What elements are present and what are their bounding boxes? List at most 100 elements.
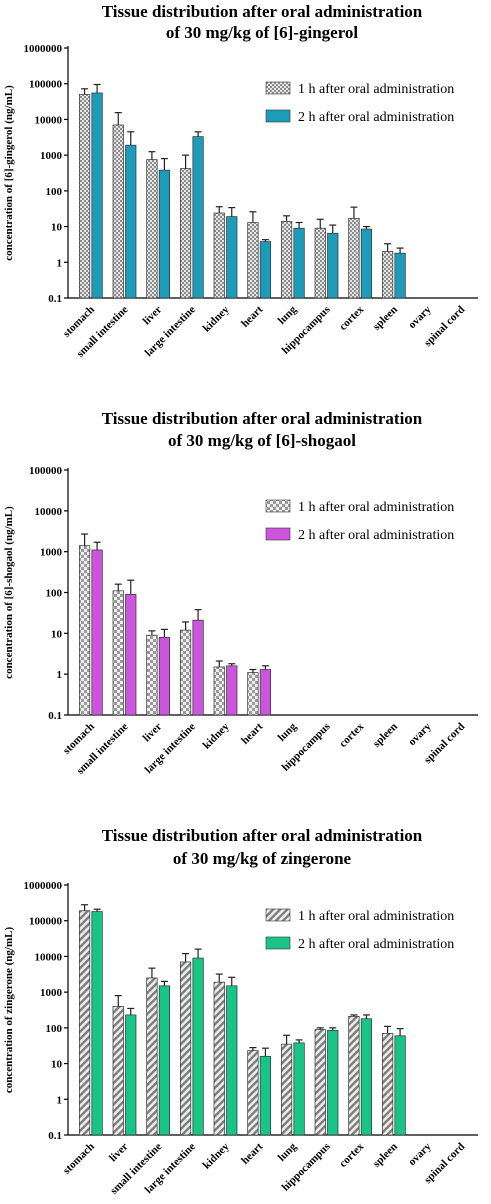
bar-small-intestine-series-2 [158, 985, 171, 1136]
x-tick-label: heart [239, 720, 265, 746]
bar-large-intestine-series-1 [179, 961, 192, 1136]
bar-cortex-series-1 [348, 217, 360, 299]
bar-heart-series-2 [259, 669, 272, 716]
bar-cortex-series-2 [360, 228, 373, 299]
bar-small-intestine-series-1 [146, 977, 158, 1136]
y-tick-label: 0.1 [48, 1130, 62, 1142]
legend-label-series-2: 2 h after oral administration [298, 937, 454, 952]
bar-small-intestine-series-1 [112, 124, 124, 299]
x-tick-label: kidney [201, 1140, 232, 1171]
bar-liver-series-2 [125, 1014, 137, 1136]
y-tick-label: 100000 [29, 916, 63, 928]
legend-label-series-2: 2 h after oral administration [298, 528, 454, 543]
bar-kidney-series-1 [213, 212, 225, 299]
bar-stomach-series-2 [91, 911, 103, 1136]
bar-kidney-series-2 [226, 665, 238, 716]
bar-stomach-series-2 [91, 92, 103, 299]
chart-panel-2: Tissue distribution after oral administr… [3, 409, 478, 777]
x-tick-label: spleen [371, 721, 400, 750]
y-tick-label: 100 [46, 588, 63, 600]
y-tick-label: 0.1 [48, 293, 62, 305]
legend-swatch-series-2 [265, 527, 291, 541]
bar-heart-series-1 [247, 1050, 259, 1136]
bar-large-intestine-series-2 [192, 136, 204, 299]
chart-title-line: of 30 mg/kg of [6]-gingerol [166, 23, 359, 42]
legend-swatch-series-1 [265, 499, 291, 513]
y-tick-label: 1000 [40, 547, 63, 559]
y-tick-label: 10000 [35, 951, 63, 963]
bar-spleen-series-1 [381, 1033, 394, 1136]
y-tick-label: 10000 [35, 114, 63, 126]
bar-small-intestine-series-2 [125, 594, 137, 716]
x-tick-label: heart [239, 303, 265, 329]
bar-stomach-series-2 [91, 549, 103, 716]
bar-spleen-series-2 [394, 1035, 406, 1136]
y-tick-label: 10 [51, 1059, 63, 1071]
bar-spleen-series-1 [381, 251, 394, 299]
legend-label-series-1: 1 h after oral administration [298, 82, 454, 97]
x-tick-label: spleen [371, 1141, 400, 1170]
x-tick-label: kidney [201, 303, 232, 334]
bar-kidney-series-1 [213, 666, 225, 716]
chart-title-line: Tissue distribution after oral administr… [102, 2, 423, 21]
bar-liver-series-1 [112, 1006, 124, 1136]
legend-label-series-1: 1 h after oral administration [298, 909, 454, 924]
y-tick-label: 1 [57, 1094, 63, 1106]
bar-stomach-series-1 [78, 910, 91, 1136]
legend-swatch-series-1 [265, 908, 291, 922]
bar-hippocampus-series-1 [314, 1029, 326, 1136]
bar-lung-series-2 [293, 227, 305, 299]
bar-liver-series-1 [146, 634, 158, 716]
y-tick-label: 10 [51, 628, 63, 640]
y-axis-label: concentration of zingerone (ng/mL) [3, 927, 15, 1094]
x-tick-label: liver [141, 304, 165, 328]
y-tick-label: 1000000 [24, 880, 63, 892]
chart-title-line: Tissue distribution after oral administr… [102, 409, 423, 428]
chart-panel-1: Tissue distribution after oral administr… [3, 2, 478, 360]
y-tick-label: 100000 [29, 79, 63, 91]
y-tick-label: 100 [46, 1023, 63, 1035]
bar-large-intestine-series-2 [192, 619, 204, 716]
bar-stomach-series-1 [78, 545, 91, 716]
legend-label-series-2: 2 h after oral administration [298, 110, 454, 125]
legend-swatch-series-1 [265, 81, 291, 95]
legend-swatch-series-2 [265, 109, 291, 123]
y-tick-label: 0.1 [48, 710, 62, 722]
x-tick-label: lung [276, 720, 300, 744]
x-tick-label: lung [276, 1140, 300, 1164]
bar-hippocampus-series-1 [314, 227, 326, 299]
y-axis-label: concentration of [6]-shogaol (ng/mL) [3, 506, 15, 679]
y-tick-label: 1000 [40, 150, 63, 162]
y-tick-label: 1 [57, 257, 63, 269]
bar-hippocampus-series-2 [327, 232, 339, 299]
chart-title-line: Tissue distribution after oral administr… [102, 826, 423, 845]
x-tick-label: kidney [201, 720, 232, 751]
y-tick-label: 1000000 [24, 43, 63, 55]
bar-small-intestine-series-2 [125, 144, 137, 299]
x-tick-label: ovary [406, 303, 434, 331]
x-tick-label: liver [141, 721, 165, 745]
x-tick-label: spleen [371, 304, 400, 333]
x-tick-label: cortex [337, 1140, 367, 1170]
bar-heart-series-1 [247, 222, 259, 299]
x-tick-label: heart [239, 1140, 265, 1166]
bar-large-intestine-series-2 [192, 957, 204, 1136]
bar-heart-series-1 [247, 672, 259, 716]
x-tick-label: lung [276, 303, 300, 327]
bar-lung-series-1 [280, 1043, 293, 1136]
y-tick-label: 10 [51, 222, 63, 234]
bar-liver-series-2 [158, 169, 171, 299]
x-tick-label: ovary [406, 1140, 434, 1168]
legend-label-series-1: 1 h after oral administration [298, 500, 454, 515]
legend-swatch-series-2 [265, 936, 291, 950]
y-axis-label: concentration of [6]-gingerol (ng/mL) [3, 85, 15, 261]
bar-lung-series-1 [280, 221, 293, 299]
bar-lung-series-2 [293, 1042, 305, 1136]
x-tick-label: ovary [406, 720, 434, 748]
chart-title-line: of 30 mg/kg of [6]-shogaol [168, 431, 356, 450]
bar-spleen-series-2 [394, 252, 406, 299]
bar-cortex-series-2 [360, 1018, 373, 1136]
chart-title-line: of 30 mg/kg of zingerone [173, 849, 352, 868]
bar-liver-series-2 [158, 636, 171, 716]
